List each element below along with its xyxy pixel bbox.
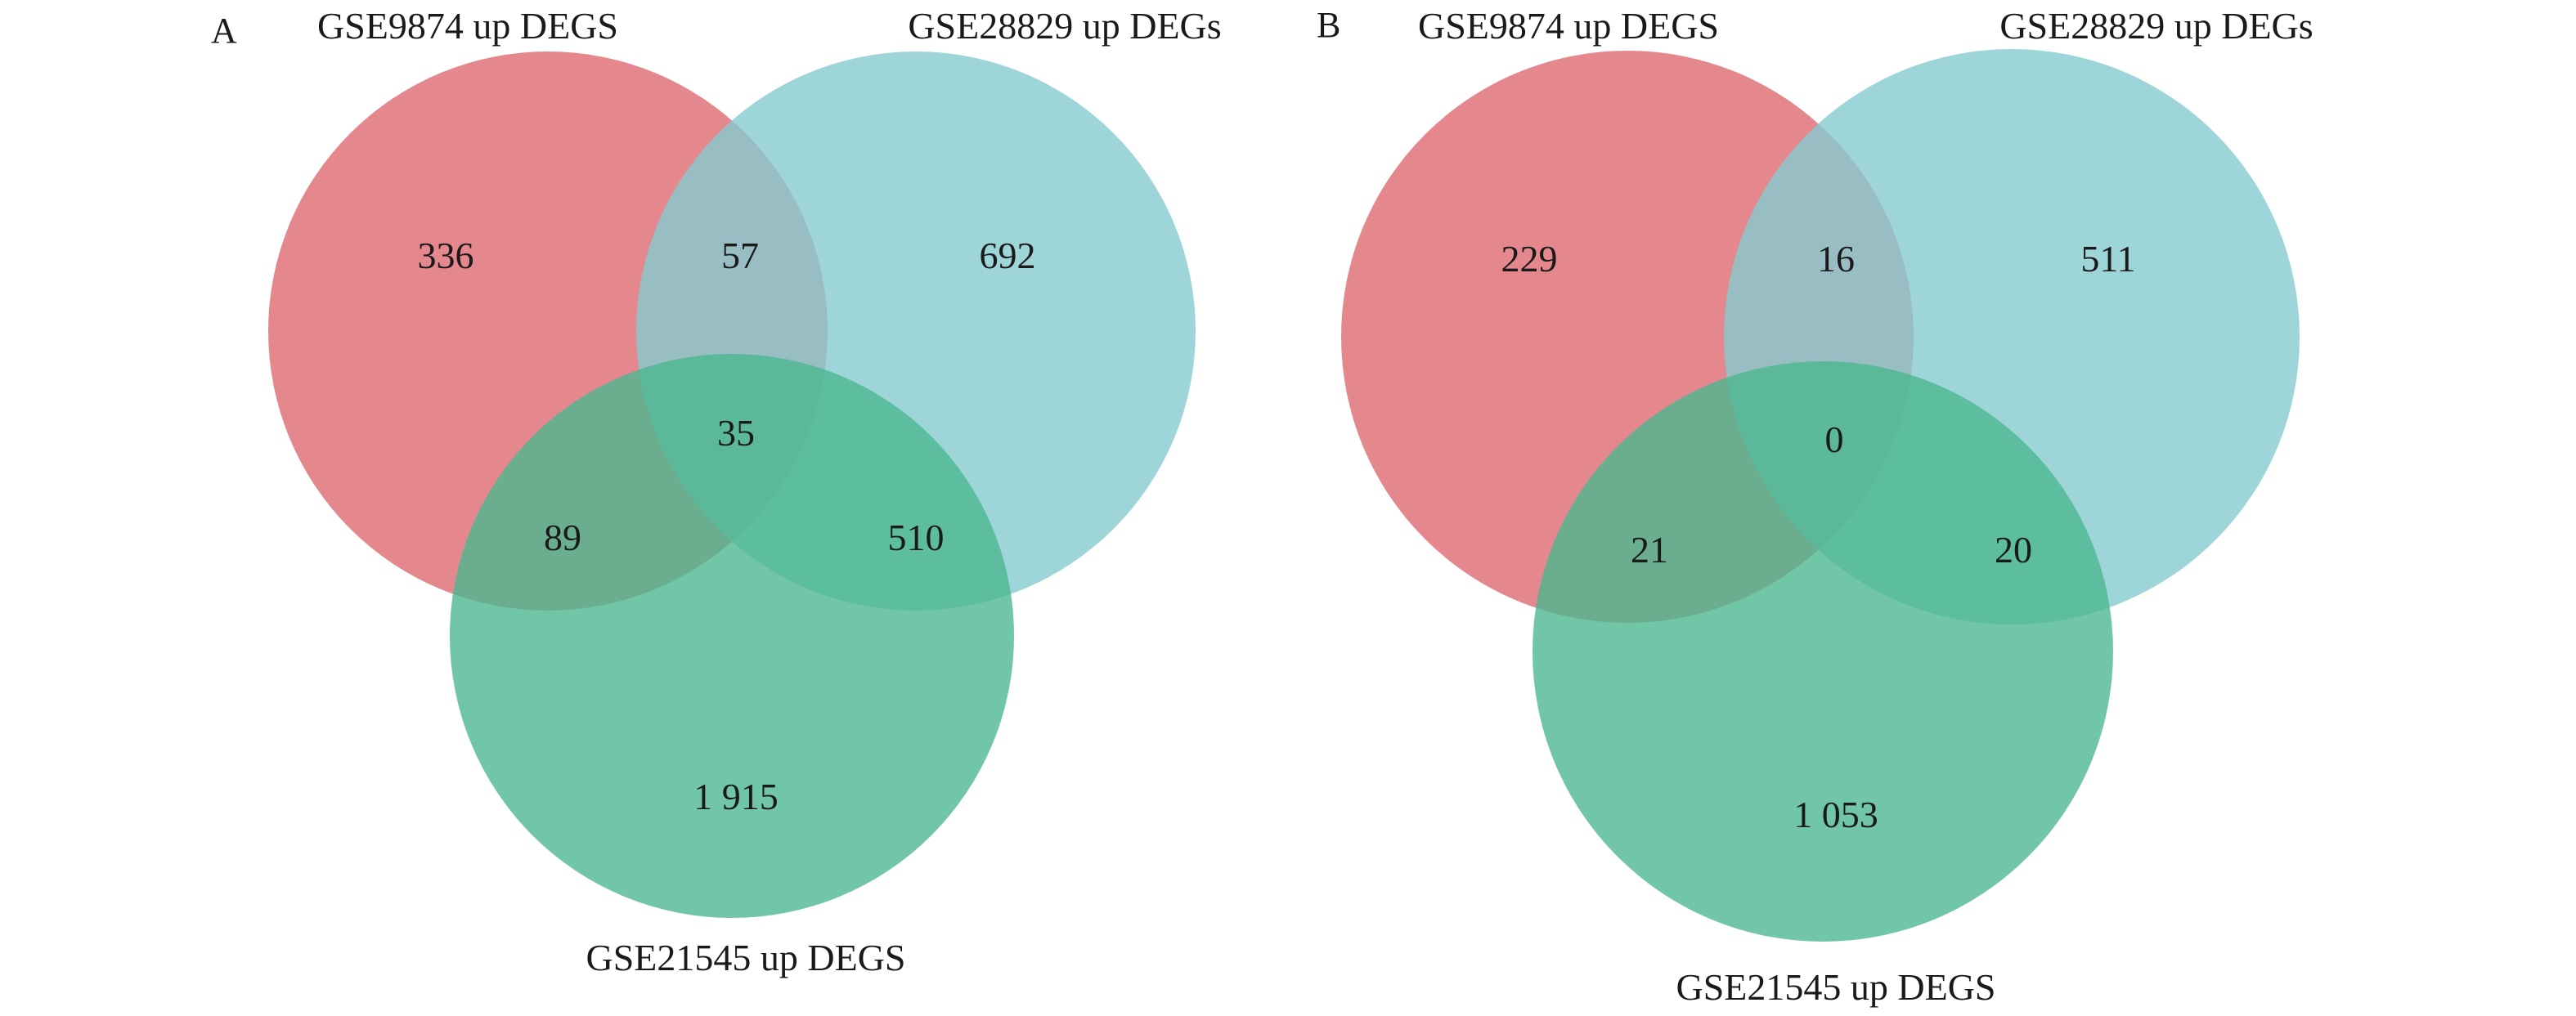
venn-panel-a: A GSE9874 up DEGS GSE28829 up DEGs GSE21… bbox=[211, 5, 1222, 978]
venn-panel-b: B GSE9874 up DEGS GSE28829 up DEGs GSE21… bbox=[1317, 5, 2313, 1008]
set-label-b-gse21545: GSE21545 up DEGS bbox=[1676, 966, 1995, 1008]
count-b-gse9874-gse21545: 21 bbox=[1631, 529, 1668, 571]
count-b-gse21545-only: 1 053 bbox=[1793, 794, 1878, 835]
count-b-gse9874-gse28829: 16 bbox=[1817, 238, 1855, 280]
count-a-gse9874-only: 336 bbox=[418, 235, 474, 276]
set-label-a-gse28829: GSE28829 up DEGs bbox=[908, 5, 1221, 47]
count-b-all-three: 0 bbox=[1825, 418, 1844, 460]
set-label-a-gse21545: GSE21545 up DEGS bbox=[586, 937, 905, 978]
count-b-gse9874-only: 229 bbox=[1501, 238, 1558, 280]
count-a-gse21545-only: 1 915 bbox=[693, 776, 779, 817]
count-b-gse28829-only: 511 bbox=[2080, 238, 2135, 280]
count-a-gse9874-gse21545: 89 bbox=[544, 517, 581, 558]
venn-circle-a-gse21545 bbox=[450, 354, 1014, 918]
venn-circle-b-gse21545 bbox=[1533, 361, 2113, 942]
set-label-b-gse9874: GSE9874 up DEGS bbox=[1418, 5, 1719, 47]
count-a-gse28829-only: 692 bbox=[980, 235, 1036, 276]
panel-letter-b: B bbox=[1317, 5, 1340, 45]
set-label-a-gse9874: GSE9874 up DEGS bbox=[317, 5, 618, 47]
count-b-gse28829-gse21545: 20 bbox=[1995, 529, 2032, 571]
count-a-all-three: 35 bbox=[717, 412, 755, 454]
count-a-gse9874-gse28829: 57 bbox=[721, 235, 759, 276]
set-label-b-gse28829: GSE28829 up DEGs bbox=[1999, 5, 2313, 47]
count-a-gse28829-gse21545: 510 bbox=[888, 517, 945, 558]
panel-letter-a: A bbox=[211, 11, 237, 51]
